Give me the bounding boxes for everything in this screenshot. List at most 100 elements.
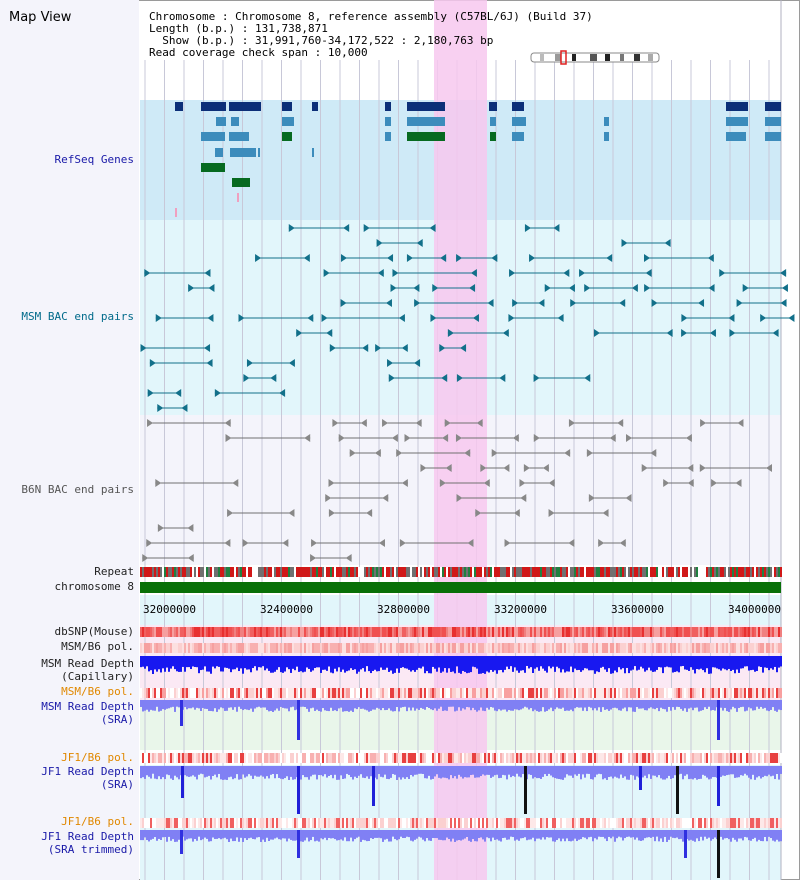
depth-bar xyxy=(634,766,636,780)
track-label-msm-b6-pol-2[interactable]: MSM/B6 pol. xyxy=(61,685,134,698)
snp-heat-mark xyxy=(676,753,678,763)
depth-bar xyxy=(632,830,634,838)
track-label-msm-b6-pol[interactable]: MSM/B6 pol. xyxy=(61,640,134,653)
depth-bar xyxy=(746,700,748,711)
depth-bar xyxy=(560,830,562,842)
snp-heat-mark xyxy=(634,753,636,763)
depth-bar xyxy=(652,656,654,672)
snp-heat-mark xyxy=(556,627,558,637)
axis-tick-label: 32800000 xyxy=(377,603,430,616)
gene-feature xyxy=(201,132,225,141)
snp-heat-mark xyxy=(186,818,188,828)
depth-bar xyxy=(594,656,596,674)
snp-heat-mark xyxy=(640,643,642,653)
depth-bar xyxy=(432,830,434,839)
depth-bar xyxy=(226,766,228,780)
snp-heat-mark xyxy=(720,753,722,763)
depth-bar xyxy=(410,656,412,672)
track-label-b6n-bac[interactable]: B6N BAC end pairs xyxy=(21,483,134,496)
depth-bar xyxy=(216,656,218,667)
depth-bar xyxy=(284,700,286,709)
depth-bar xyxy=(698,700,700,712)
axis-tick-label: 32000000 xyxy=(143,603,196,616)
track-label-chromosome[interactable]: chromosome 8 xyxy=(54,580,134,593)
snp-heat-mark xyxy=(166,753,168,763)
snp-heat-mark xyxy=(466,627,468,637)
depth-bar xyxy=(228,700,230,708)
snp-heat-mark xyxy=(422,643,424,653)
snp-heat-mark xyxy=(738,818,740,828)
depth-bar xyxy=(276,766,278,775)
repeat-mark xyxy=(154,567,156,577)
snp-heat-mark xyxy=(482,818,484,828)
depth-bar xyxy=(548,700,550,710)
depth-bar xyxy=(468,656,470,673)
snp-heat-mark xyxy=(758,688,760,698)
depth-bar xyxy=(356,656,358,674)
snp-heat-mark xyxy=(524,643,526,653)
snp-heat-mark xyxy=(654,818,656,828)
depth-bar xyxy=(158,830,160,839)
track-label-msm-depth-sra[interactable]: MSM Read Depth xyxy=(41,700,134,713)
depth-bar xyxy=(524,656,526,673)
snp-heat-mark xyxy=(474,688,476,698)
snp-heat-mark xyxy=(370,643,372,653)
repeat-mark xyxy=(512,567,514,577)
depth-bar xyxy=(256,700,258,708)
snp-heat-mark xyxy=(210,818,212,828)
snp-heat-mark xyxy=(412,818,414,828)
depth-bar xyxy=(190,830,192,839)
track-label-jf1-b6-pol[interactable]: JF1/B6 pol. xyxy=(61,751,134,764)
depth-bar xyxy=(176,656,178,672)
track-label-msm-depth-sra-sub: (SRA) xyxy=(100,713,134,726)
depth-bar xyxy=(308,656,310,669)
depth-bar xyxy=(642,656,644,669)
snp-heat-mark xyxy=(472,643,474,653)
snp-heat-mark xyxy=(244,753,246,763)
snp-heat-mark xyxy=(656,643,658,653)
depth-bar xyxy=(768,830,770,837)
track-label-jf1-depth-sra[interactable]: JF1 Read Depth xyxy=(41,765,134,778)
depth-bar xyxy=(444,830,446,841)
depth-bar xyxy=(592,830,594,842)
repeat-mark xyxy=(224,567,226,577)
track-label-jf1-depth-trimmed[interactable]: JF1 Read Depth xyxy=(41,830,134,843)
depth-bar xyxy=(322,656,324,670)
repeat-mark xyxy=(376,567,378,577)
depth-bar xyxy=(340,700,342,708)
track-label-msm-bac[interactable]: MSM BAC end pairs xyxy=(21,310,134,323)
b6n-bac-pair xyxy=(325,494,332,502)
depth-bar xyxy=(518,766,520,777)
snp-heat-mark xyxy=(326,818,328,828)
snp-heat-mark xyxy=(220,753,222,763)
track-label-refseq[interactable]: RefSeq Genes xyxy=(54,153,134,166)
snp-heat-mark xyxy=(600,818,602,828)
snp-heat-mark xyxy=(278,643,280,653)
depth-bar xyxy=(472,766,474,775)
depth-bar xyxy=(204,700,206,709)
snp-heat-mark xyxy=(622,753,624,763)
repeat-mark xyxy=(296,567,298,577)
coverage-label: Read coverage check span xyxy=(149,46,308,59)
snp-heat-mark xyxy=(290,627,292,637)
depth-bar xyxy=(726,656,728,671)
repeat-mark xyxy=(456,567,458,577)
track-label-msm-depth-capillary[interactable]: MSM Read Depth xyxy=(41,657,134,670)
snp-heat-mark xyxy=(514,753,516,763)
snp-heat-mark xyxy=(760,627,762,637)
msm-bac-pair xyxy=(736,299,743,307)
depth-spike xyxy=(639,766,642,790)
msm-bac-pair xyxy=(238,314,245,322)
depth-bar xyxy=(572,766,574,778)
depth-bar xyxy=(148,700,150,712)
depth-bar xyxy=(170,700,172,708)
snp-heat-mark xyxy=(594,753,596,763)
msm-bac-pair xyxy=(772,329,779,337)
repeat-mark xyxy=(306,567,308,577)
snp-heat-mark xyxy=(284,818,286,828)
depth-bar xyxy=(644,700,646,711)
depth-bar xyxy=(670,830,672,837)
track-label-dbsnp[interactable]: dbSNP(Mouse) xyxy=(54,625,134,638)
track-label-jf1-b6-pol-2[interactable]: JF1/B6 pol. xyxy=(61,815,134,828)
track-label-repeat[interactable]: Repeat xyxy=(94,565,134,578)
